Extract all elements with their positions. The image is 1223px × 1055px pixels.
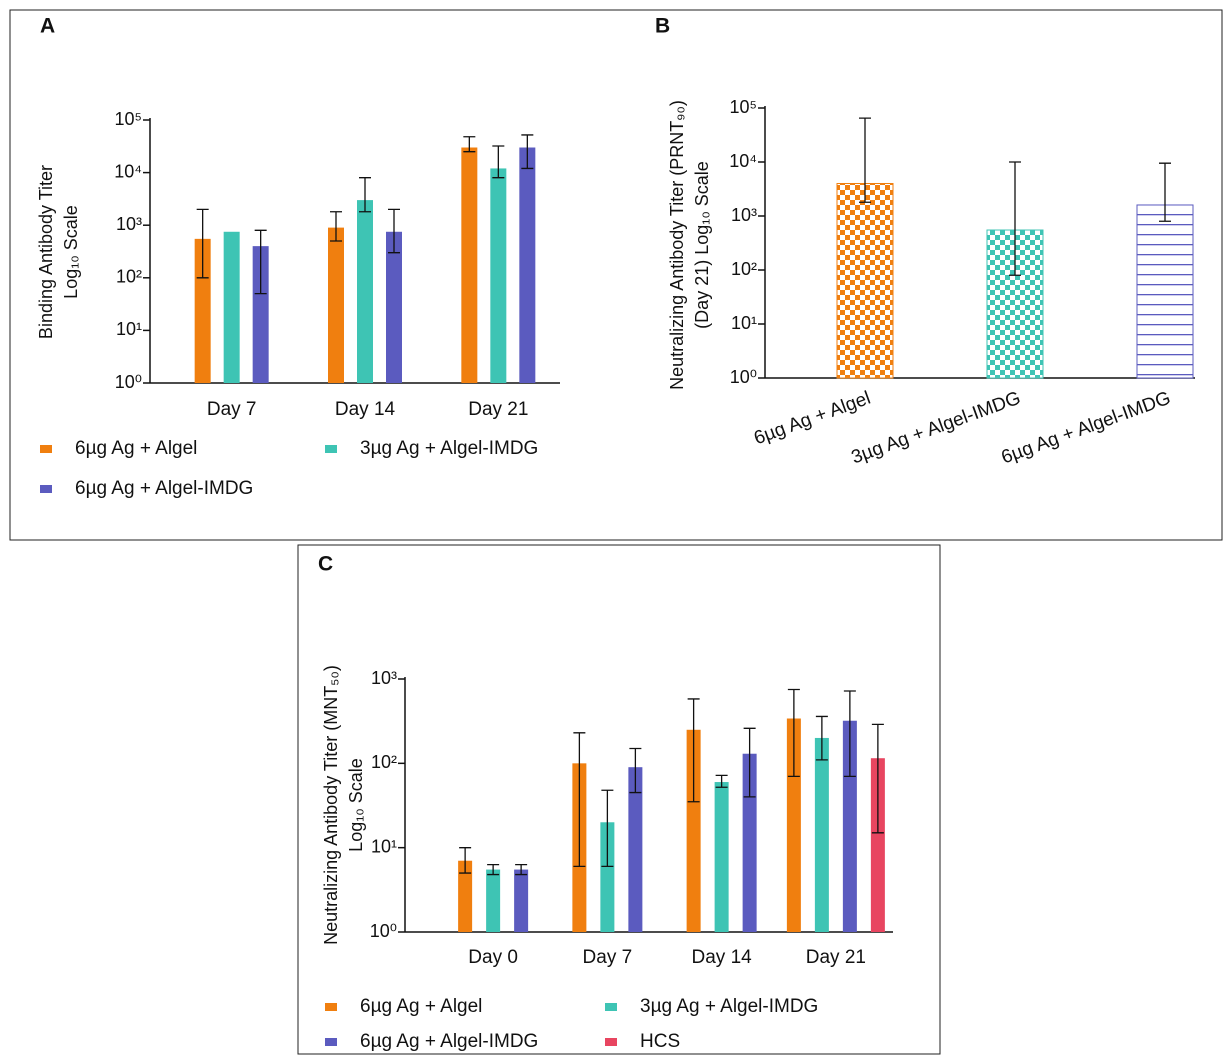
y-tick-label: 10² xyxy=(116,267,142,287)
y-tick-label: 10⁰ xyxy=(730,367,757,387)
legend-swatch xyxy=(40,445,52,453)
y-tick-label: 10¹ xyxy=(371,836,397,856)
x-tick-label: Day 21 xyxy=(468,399,528,420)
y-tick-label: 10⁴ xyxy=(114,161,142,181)
legend-swatch xyxy=(325,445,337,453)
bar xyxy=(328,228,344,383)
y-axis-title: Neutralizing Antibody Titer (MNT₅₀) xyxy=(321,665,341,945)
panel-label: C xyxy=(318,553,333,576)
legend-label: 6µg Ag + Algel xyxy=(360,996,482,1017)
y-tick-label: 10³ xyxy=(731,205,757,225)
legend-swatch xyxy=(40,485,52,493)
legend-label: 6µg Ag + Algel-IMDG xyxy=(75,478,253,499)
bar xyxy=(461,148,477,383)
y-tick-label: 10³ xyxy=(116,214,142,234)
legend-swatch xyxy=(325,1003,337,1011)
y-tick-label: 10² xyxy=(371,752,397,772)
bar xyxy=(1137,205,1193,378)
legend-label: 6µg Ag + Algel xyxy=(75,438,197,459)
bar xyxy=(519,148,535,383)
y-tick-label: 10⁵ xyxy=(115,109,142,129)
y-tick-label: 10¹ xyxy=(731,313,757,333)
panel-label: B xyxy=(655,15,670,38)
panel-label: A xyxy=(40,15,55,38)
y-axis-title: Binding Antibody Titer xyxy=(36,165,56,339)
bar xyxy=(715,782,729,932)
legend-label: 3µg Ag + Algel-IMDG xyxy=(360,438,538,459)
x-tick-label: Day 14 xyxy=(692,947,753,968)
y-axis-title: Log₁₀ Scale xyxy=(346,758,366,852)
legend-swatch xyxy=(605,1003,617,1011)
legend-label: 6µg Ag + Algel-IMDG xyxy=(360,1031,538,1052)
bar xyxy=(486,870,500,932)
bar xyxy=(514,870,528,932)
y-tick-label: 10³ xyxy=(371,668,397,688)
y-tick-label: 10⁵ xyxy=(730,97,757,117)
bar xyxy=(815,738,829,932)
x-tick-label: Day 7 xyxy=(583,947,633,968)
y-axis-title: Log₁₀ Scale xyxy=(61,205,81,299)
figure: ABinding Antibody TiterLog₁₀ Scale10⁰10¹… xyxy=(0,0,1223,1055)
bar xyxy=(386,232,402,383)
x-tick-label: Day 7 xyxy=(207,399,257,420)
x-tick-label: 3µg Ag + Algel-IMDG xyxy=(849,388,1024,469)
y-tick-label: 10⁴ xyxy=(729,151,757,171)
bar xyxy=(837,183,893,378)
bar xyxy=(224,232,240,383)
y-axis-title: (Day 21) Log₁₀ Scale xyxy=(692,161,712,329)
y-tick-label: 10² xyxy=(731,259,757,279)
x-tick-label: Day 0 xyxy=(468,947,518,968)
y-tick-label: 10⁰ xyxy=(115,372,142,392)
legend-swatch xyxy=(325,1038,337,1046)
bar xyxy=(490,168,506,383)
x-tick-label: Day 14 xyxy=(335,399,396,420)
y-tick-label: 10⁰ xyxy=(370,921,397,941)
y-tick-label: 10¹ xyxy=(116,319,142,339)
x-tick-label: 6µg Ag + Algel xyxy=(751,388,873,450)
legend-swatch xyxy=(605,1038,617,1046)
x-tick-label: 6µg Ag + Algel-IMDG xyxy=(999,388,1174,469)
y-axis-title: Neutralizing Antibody Titer (PRNT₉₀) xyxy=(667,100,687,390)
bar xyxy=(357,200,373,383)
x-tick-label: Day 21 xyxy=(806,947,866,968)
legend-label: 3µg Ag + Algel-IMDG xyxy=(640,996,818,1017)
legend-label: HCS xyxy=(640,1031,680,1052)
